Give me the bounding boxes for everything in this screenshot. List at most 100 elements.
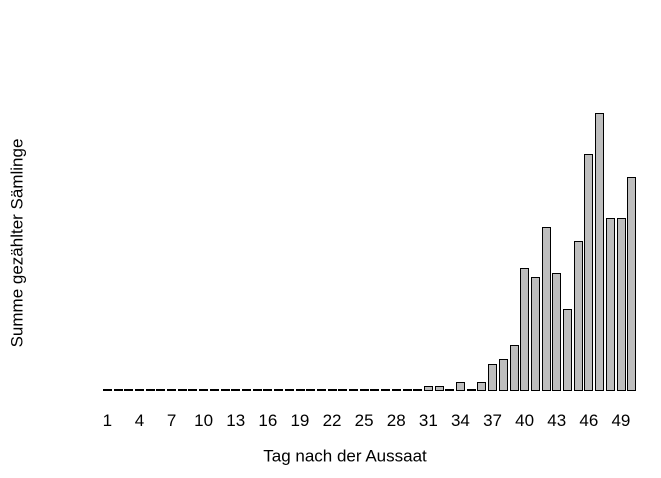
bar — [456, 382, 466, 391]
bar — [530, 277, 540, 391]
bar-slot — [273, 81, 284, 391]
x-tick-label: 31 — [418, 411, 438, 430]
zero-bar-dash — [177, 389, 187, 391]
bar-slot — [455, 81, 466, 391]
x-tick-label: 49 — [611, 411, 631, 430]
bar-slot — [434, 81, 445, 391]
zero-bar-dash — [241, 389, 251, 391]
bar-slot — [252, 81, 263, 391]
bar — [541, 227, 551, 391]
bar-slot — [477, 81, 488, 391]
bar-slot — [605, 81, 616, 391]
zero-bar-dash — [209, 389, 219, 391]
bar-slot — [552, 81, 563, 391]
zero-bar-dash — [381, 389, 391, 391]
zero-bar-dash — [134, 389, 144, 391]
bar-slot — [230, 81, 241, 391]
x-tick-label: 1 — [102, 411, 113, 430]
bar-slot — [134, 81, 145, 391]
bar-slot — [584, 81, 595, 391]
zero-bar-dash — [295, 389, 305, 391]
bar-slot — [177, 81, 188, 391]
x-axis-ticks: 1 4 7 10 13 16 19 22 25 28 31 34 37 40 43 46 49 — [102, 412, 637, 432]
zero-bar-dash — [188, 389, 198, 391]
bar-slot — [466, 81, 477, 391]
bar-slot — [123, 81, 134, 391]
x-tick-label: 22 — [322, 411, 342, 430]
bar — [509, 345, 519, 391]
zero-bar-dash — [370, 389, 380, 391]
bar-slot — [509, 81, 520, 391]
bar-slot — [209, 81, 220, 391]
bar-slot — [412, 81, 423, 391]
bar — [552, 273, 562, 391]
x-tick-label: 7 — [166, 411, 177, 430]
x-tick-label: 28 — [386, 411, 406, 430]
zero-bar-dash — [391, 389, 401, 391]
bar-slot — [594, 81, 605, 391]
bar-slot — [145, 81, 156, 391]
x-tick-label: 46 — [579, 411, 599, 430]
bar-slot — [220, 81, 231, 391]
bar — [573, 241, 583, 391]
bar-slot — [359, 81, 370, 391]
zero-bar-dash — [263, 389, 273, 391]
zero-bar-dash — [124, 389, 134, 391]
zero-bar-dash — [113, 389, 123, 391]
x-tick-label: 37 — [483, 411, 503, 430]
zero-bar-dash — [402, 389, 412, 391]
bar-slot — [562, 81, 573, 391]
bar-slot — [198, 81, 209, 391]
bar-slot — [305, 81, 316, 391]
bar-slot — [391, 81, 402, 391]
zero-bar-dash — [327, 389, 337, 391]
bar — [616, 218, 626, 391]
zero-bar-dash — [284, 389, 294, 391]
zero-bar-dash — [413, 389, 423, 391]
bar-slot — [519, 81, 530, 391]
bar-slot — [541, 81, 552, 391]
bar — [605, 218, 615, 391]
bar — [563, 309, 573, 391]
x-tick-label: 25 — [354, 411, 374, 430]
zero-bar-dash — [316, 389, 326, 391]
bar-slot — [241, 81, 252, 391]
bar — [498, 359, 508, 391]
bar — [595, 113, 605, 391]
bar-slot — [113, 81, 124, 391]
bar — [520, 268, 530, 391]
x-tick-label: 43 — [547, 411, 567, 430]
zero-bar-dash — [338, 389, 348, 391]
zero-bar-dash — [466, 389, 476, 391]
zero-bar-dash — [220, 389, 230, 391]
bar-slot — [316, 81, 327, 391]
x-axis-label: Tag nach der Aussaat — [263, 446, 427, 466]
bar-slot — [530, 81, 541, 391]
bar-slot — [616, 81, 627, 391]
bar-slot — [573, 81, 584, 391]
zero-bar-dash — [167, 389, 177, 391]
bar-slot — [337, 81, 348, 391]
x-tick-label: 16 — [258, 411, 278, 430]
bar-slot — [284, 81, 295, 391]
x-tick-label: 34 — [450, 411, 470, 430]
bar — [627, 177, 637, 391]
bar — [584, 154, 594, 391]
bar — [423, 386, 433, 391]
bar — [434, 386, 444, 391]
bar-slot — [188, 81, 199, 391]
bar-slot — [263, 81, 274, 391]
x-tick-label: 4 — [134, 411, 145, 430]
x-tick-label: 13 — [226, 411, 246, 430]
zero-bar-dash — [231, 389, 241, 391]
zero-bar-dash — [145, 389, 155, 391]
bar-slot — [295, 81, 306, 391]
bar-slot — [445, 81, 456, 391]
bar-slot — [327, 81, 338, 391]
x-tick-label: 40 — [515, 411, 535, 430]
bar-slot — [380, 81, 391, 391]
zero-bar-dash — [349, 389, 359, 391]
zero-bar-dash — [252, 389, 262, 391]
x-tick-label: 10 — [194, 411, 214, 430]
